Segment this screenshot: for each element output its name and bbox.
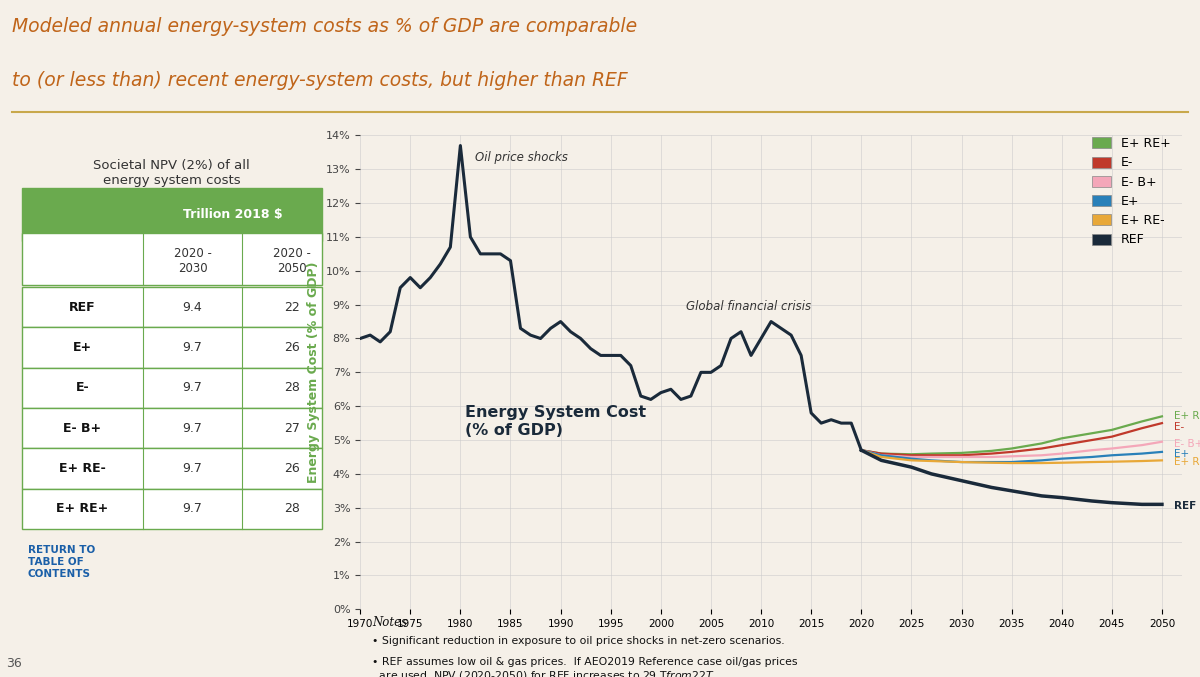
Text: E- B+: E- B+ xyxy=(64,422,101,435)
Text: Notes: Notes xyxy=(372,616,407,629)
Bar xyxy=(22,233,322,285)
Text: E+ RE+: E+ RE+ xyxy=(1174,412,1200,421)
Text: 9.7: 9.7 xyxy=(182,502,203,515)
Bar xyxy=(22,448,322,489)
Text: 28: 28 xyxy=(283,381,300,395)
Bar xyxy=(22,368,322,408)
Text: E+: E+ xyxy=(1174,449,1189,458)
Text: • Significant reduction in exposure to oil price shocks in net-zero scenarios.: • Significant reduction in exposure to o… xyxy=(372,636,785,647)
Text: E-: E- xyxy=(1174,422,1184,431)
Y-axis label: Energy System Cost (% of GDP): Energy System Cost (% of GDP) xyxy=(307,261,320,483)
Text: RETURN TO
TABLE OF
CONTENTS: RETURN TO TABLE OF CONTENTS xyxy=(28,545,95,579)
Text: 9.7: 9.7 xyxy=(182,341,203,354)
Text: E+ RE-: E+ RE- xyxy=(59,462,106,475)
Text: 2020 -
2030: 2020 - 2030 xyxy=(174,247,211,275)
Text: Modeled annual energy-system costs as % of GDP are comparable: Modeled annual energy-system costs as % … xyxy=(12,17,637,36)
Text: 9.7: 9.7 xyxy=(182,381,203,395)
Text: • REF assumes low oil & gas prices.  If AEO2019 Reference case oil/gas prices
  : • REF assumes low oil & gas prices. If A… xyxy=(372,657,798,677)
Bar xyxy=(22,408,322,448)
Text: 26: 26 xyxy=(283,462,300,475)
Text: E-: E- xyxy=(76,381,89,395)
Text: Trillion 2018 $: Trillion 2018 $ xyxy=(182,208,282,221)
Text: 2020 -
2050: 2020 - 2050 xyxy=(272,247,311,275)
Text: Energy System Cost
(% of GDP): Energy System Cost (% of GDP) xyxy=(466,406,647,437)
Bar xyxy=(22,188,322,241)
Text: Global financial crisis: Global financial crisis xyxy=(686,299,811,313)
Text: REF: REF xyxy=(1174,501,1196,511)
Text: 9.7: 9.7 xyxy=(182,422,203,435)
Text: 36: 36 xyxy=(6,657,22,670)
Text: to (or less than) recent energy-system costs, but higher than REF: to (or less than) recent energy-system c… xyxy=(12,71,628,90)
Text: 22: 22 xyxy=(283,301,300,314)
Text: 26: 26 xyxy=(283,341,300,354)
Text: 28: 28 xyxy=(283,502,300,515)
Text: E+ RE-: E+ RE- xyxy=(1174,457,1200,467)
Legend: E+ RE+, E-, E- B+, E+, E+ RE-, REF: E+ RE+, E-, E- B+, E+, E+ RE-, REF xyxy=(1087,132,1176,251)
Text: Societal NPV (2%) of all
energy system costs: Societal NPV (2%) of all energy system c… xyxy=(94,159,250,187)
Text: 27: 27 xyxy=(283,422,300,435)
Text: 9.7: 9.7 xyxy=(182,462,203,475)
Text: E+ RE+: E+ RE+ xyxy=(56,502,108,515)
Bar xyxy=(22,287,322,328)
Bar xyxy=(22,489,322,529)
Text: 9.4: 9.4 xyxy=(182,301,203,314)
Text: REF: REF xyxy=(70,301,96,314)
Text: Oil price shocks: Oil price shocks xyxy=(475,150,569,164)
Text: E+: E+ xyxy=(73,341,92,354)
Text: E- B+: E- B+ xyxy=(1174,439,1200,449)
Bar xyxy=(22,328,322,368)
